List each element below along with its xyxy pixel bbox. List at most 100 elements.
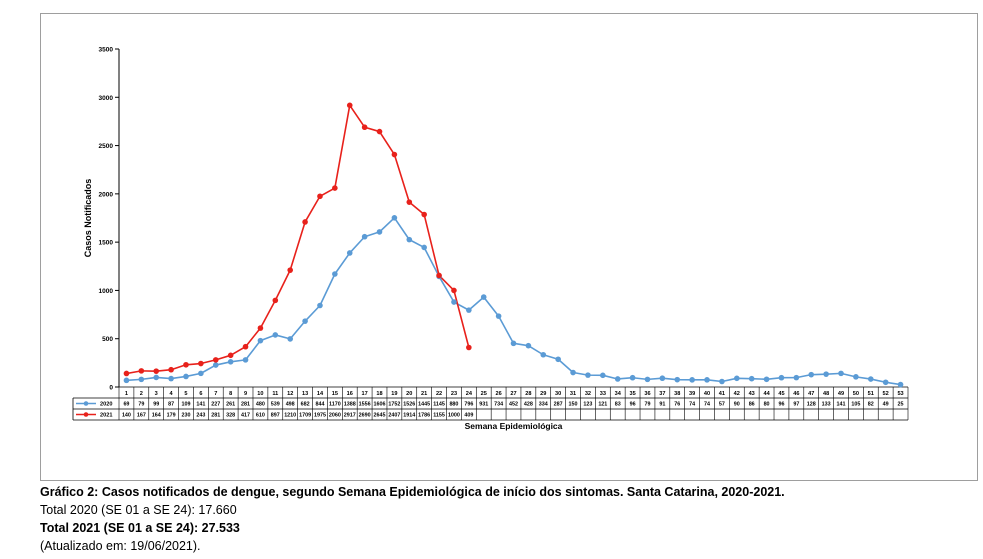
data-point-2020: [897, 381, 904, 388]
data-point-2020: [332, 271, 338, 277]
data-label-2020: 150: [569, 402, 578, 408]
data-label-2021: 1975: [314, 413, 326, 419]
data-label-2020: 452: [509, 402, 518, 408]
data-point-2020: [748, 375, 755, 382]
x-tick-label: 52: [883, 391, 889, 397]
x-tick-label: 17: [362, 391, 368, 397]
data-label-2020: 123: [583, 402, 592, 408]
data-point-2020: [406, 236, 413, 243]
data-label-2020: 141: [196, 402, 205, 408]
data-point-2020: [614, 376, 621, 382]
data-point-2020: [451, 299, 457, 305]
figure-caption: Gráfico 2: Casos notificados de dengue, …: [40, 485, 785, 499]
x-axis-label: Semana Epidemiológica: [465, 421, 563, 431]
data-label-2020: 109: [181, 402, 190, 408]
data-point-2020: [153, 374, 160, 381]
data-point-2020: [778, 374, 785, 381]
data-point-2021: [376, 128, 383, 135]
data-label-2020: 79: [644, 402, 650, 408]
data-label-2020: 79: [138, 402, 144, 408]
data-point-2020: [823, 371, 829, 377]
x-tick-label: 50: [853, 391, 859, 397]
data-label-2020: 121: [598, 402, 607, 408]
data-label-2020: 141: [837, 402, 846, 408]
data-point-2020: [123, 377, 130, 384]
data-label-2020: 1526: [403, 402, 415, 408]
x-tick-label: 37: [659, 391, 665, 397]
data-label-2020: 80: [764, 402, 770, 408]
x-tick-label: 31: [570, 391, 576, 397]
data-label-2020: 227: [211, 402, 220, 408]
data-label-2020: 96: [630, 402, 636, 408]
data-point-2020: [495, 313, 502, 319]
data-label-2020: 87: [168, 402, 174, 408]
data-point-2020: [302, 318, 308, 324]
data-point-2020: [867, 376, 874, 382]
data-label-2020: 880: [449, 402, 458, 408]
data-point-2020: [466, 307, 472, 313]
y-tick-label: 3500: [99, 47, 114, 54]
data-point-2020: [361, 233, 368, 240]
data-point-2021: [212, 357, 219, 363]
data-point-2020: [257, 337, 264, 344]
data-point-2020: [198, 370, 204, 377]
y-tick-label: 0: [109, 385, 113, 392]
data-label-2020: 69: [123, 402, 129, 408]
data-point-2021: [242, 343, 249, 350]
data-label-2021: 164: [152, 413, 161, 419]
x-tick-label: 51: [868, 391, 874, 397]
x-tick-label: 26: [495, 391, 501, 397]
data-label-2021: 2917: [344, 413, 356, 419]
data-label-2021: 417: [241, 413, 250, 419]
x-tick-label: 25: [481, 391, 487, 397]
x-tick-label: 48: [823, 391, 829, 397]
data-point-2021: [257, 325, 264, 331]
data-label-2020: 133: [822, 402, 831, 408]
data-label-2020: 74: [689, 402, 695, 408]
x-tick-label: 35: [629, 391, 635, 397]
data-point-2020: [600, 372, 606, 379]
x-tick-label: 6: [199, 391, 202, 397]
data-point-2021: [153, 368, 160, 374]
data-label-2020: 128: [807, 402, 816, 408]
data-point-2020: [734, 375, 740, 382]
x-tick-label: 14: [317, 391, 324, 397]
data-point-2020: [525, 342, 532, 349]
y-axis-label: Casos Notificados: [83, 179, 93, 258]
data-point-2020: [763, 376, 770, 383]
x-tick-label: 1: [125, 391, 128, 397]
data-label-2020: 281: [241, 402, 250, 408]
data-point-2021: [123, 370, 130, 377]
data-label-2021: 1000: [448, 413, 460, 419]
data-point-2020: [808, 371, 815, 378]
data-point-2020: [480, 294, 487, 300]
chart-frame: 0 500 1000 1500 2000 2500 3000 3500 Casos Notifi…: [40, 13, 978, 481]
x-tick-label: 34: [615, 391, 622, 397]
data-label-2020: 539: [271, 402, 280, 408]
data-label-2020: 1752: [388, 402, 400, 408]
x-tick-label: 42: [734, 391, 740, 397]
series-line-2020: [126, 217, 901, 386]
x-tick-label: 47: [808, 391, 814, 397]
x-tick-label: 44: [763, 391, 770, 397]
x-tick-label: 38: [674, 391, 680, 397]
data-label-2020: 1170: [329, 402, 341, 408]
data-point-2020: [793, 374, 800, 381]
x-tick-label: 45: [778, 391, 784, 397]
x-tick-label: 8: [229, 391, 232, 397]
data-label-2020: 734: [494, 402, 503, 408]
data-point-2020: [168, 375, 174, 382]
data-point-2020: [376, 229, 383, 235]
data-point-2020: [570, 369, 576, 376]
legend-marker-2021: [83, 412, 89, 417]
data-label-2020: 480: [256, 402, 265, 408]
data-point-2020: [585, 372, 591, 378]
data-point-2020: [421, 244, 427, 251]
x-tick-label: 11: [272, 391, 278, 397]
data-label-2021: 167: [137, 413, 146, 419]
data-label-2021: 328: [226, 413, 235, 419]
data-point-2020: [183, 373, 189, 380]
x-tick-label: 13: [302, 391, 308, 397]
data-label-2020: 261: [226, 402, 235, 408]
data-point-2021: [168, 366, 174, 373]
